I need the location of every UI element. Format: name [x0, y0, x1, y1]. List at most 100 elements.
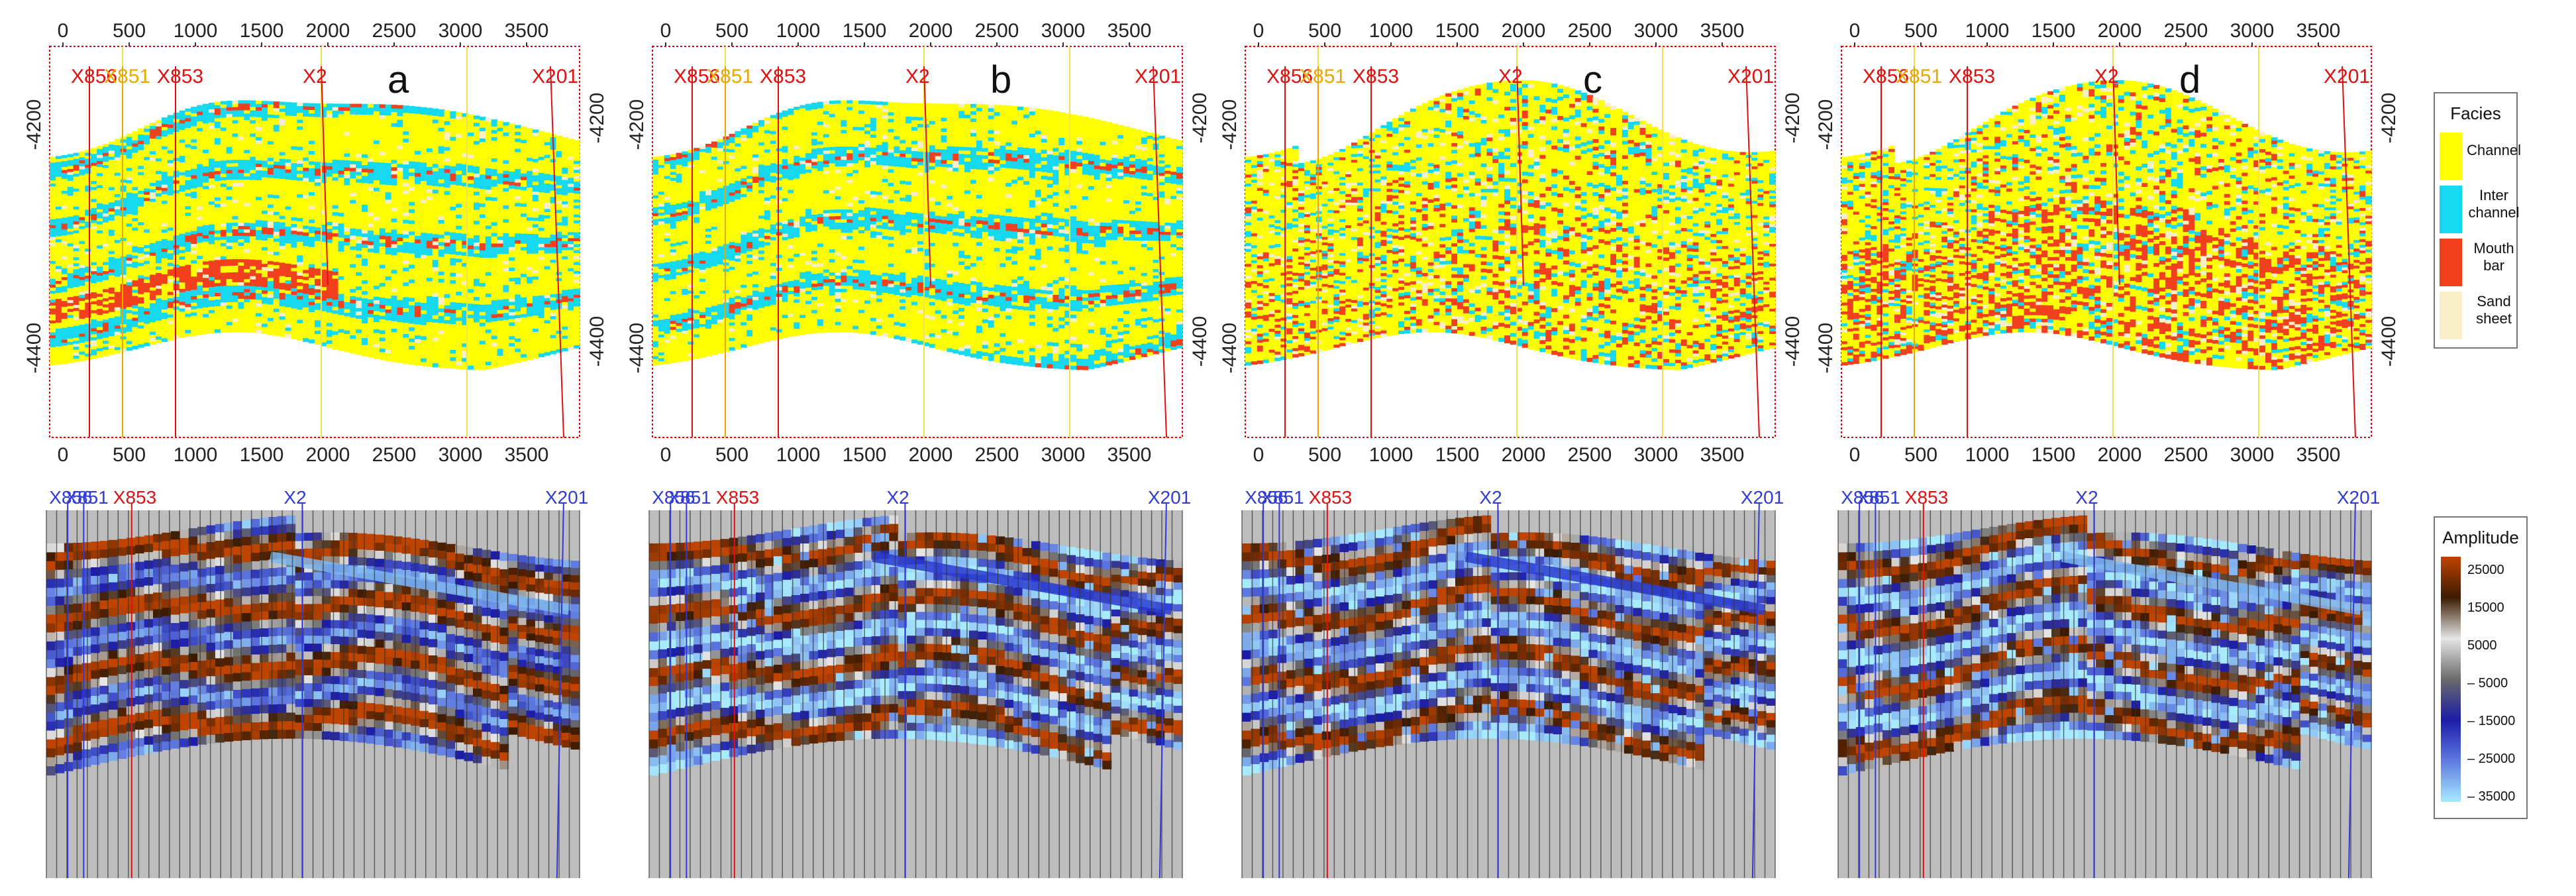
x-tick-bottom: 1000	[776, 444, 821, 466]
facies-cells	[50, 100, 580, 370]
well-label-x851: X851	[1300, 66, 1346, 87]
x-tick-bottom: 3000	[1041, 444, 1086, 466]
legends: FaciesChannelInterchannelMouthbarSandshe…	[2434, 93, 2527, 818]
amplitude-tick: – 5000	[2467, 676, 2508, 691]
y-tick-left: -4200	[1815, 99, 1837, 150]
well-label-x201: X201	[2324, 66, 2370, 87]
x-tick-top: 1000	[1369, 20, 1414, 42]
amplitude-tick: – 35000	[2467, 789, 2515, 804]
x-tick-bottom: 1000	[1965, 444, 2010, 466]
y-tick-right: -4200	[1782, 93, 1804, 144]
seismic-well-label-x201: X201	[1741, 487, 1784, 508]
y-tick-right: -4400	[586, 316, 608, 367]
x-tick-bottom: 3500	[2296, 444, 2341, 466]
x-tick-bottom: 2500	[975, 444, 1019, 466]
y-tick-right: -4200	[1189, 93, 1211, 144]
seismic-well-label-x853: X853	[1905, 487, 1948, 508]
seismic-well-label-x2: X2	[2075, 487, 2098, 508]
legend-swatch-3	[2440, 292, 2462, 339]
legend-label: channel	[2468, 204, 2519, 221]
seismic-well-label-x851: X851	[65, 487, 108, 508]
x-tick-bottom: 3000	[438, 444, 483, 466]
x-tick-top: 1500	[2032, 20, 2076, 42]
x-tick-bottom: 2000	[909, 444, 953, 466]
seismic-well-label-x851: X851	[1261, 487, 1304, 508]
x-tick-bottom: 500	[1308, 444, 1341, 466]
x-tick-top: 1500	[843, 20, 887, 42]
y-tick-left: -4200	[23, 99, 45, 150]
x-tick-top: 2500	[2164, 20, 2208, 42]
x-tick-top: 3000	[2230, 20, 2275, 42]
well-label-x851: X851	[104, 66, 150, 87]
x-tick-top: 2500	[372, 20, 417, 42]
seismic-well-label-x201: X201	[2337, 487, 2380, 508]
seismic-well-label-x851: X851	[668, 487, 711, 508]
well-label-x2: X2	[303, 66, 327, 87]
well-label-x851: X851	[707, 66, 753, 87]
well-label-x2: X2	[2094, 66, 2119, 87]
y-tick-right: -4400	[1782, 316, 1804, 367]
x-tick-top: 1500	[240, 20, 284, 42]
amplitude-tick: – 25000	[2467, 752, 2515, 766]
amplitude-tick: 25000	[2467, 563, 2504, 577]
x-tick-top: 0	[1253, 20, 1264, 42]
y-tick-left: -4200	[626, 99, 648, 150]
well-label-x201: X201	[1727, 66, 1774, 87]
seismic-well-label-x2: X2	[1479, 487, 1502, 508]
y-tick-right: -4400	[2378, 316, 2400, 367]
legend-label: Sand	[2477, 293, 2510, 309]
panel-label: a	[387, 58, 409, 101]
x-tick-top: 1000	[776, 20, 821, 42]
x-tick-bottom: 1000	[1369, 444, 1414, 466]
x-tick-bottom: 3000	[2230, 444, 2275, 466]
legend-label: sheet	[2476, 310, 2512, 327]
x-tick-bottom: 0	[58, 444, 69, 466]
y-tick-left: -4400	[1219, 323, 1241, 374]
x-tick-bottom: 2000	[1502, 444, 1546, 466]
y-tick-left: -4400	[23, 323, 45, 374]
amplitude-tick: 15000	[2467, 600, 2504, 615]
well-label-x201: X201	[1135, 66, 1181, 87]
panel-label: d	[2179, 58, 2200, 101]
seismic-well-label-x201: X201	[1148, 487, 1191, 508]
y-tick-right: -4200	[2378, 93, 2400, 144]
seismic-well-label-x853: X853	[716, 487, 759, 508]
x-tick-top: 0	[660, 20, 672, 42]
facies-legend: FaciesChannelInterchannelMouthbarSandshe…	[2434, 93, 2521, 348]
x-tick-bottom: 2500	[372, 444, 417, 466]
legend-swatch-0	[2440, 133, 2462, 180]
legend-title: Facies	[2450, 103, 2501, 123]
well-label-x853: X853	[1949, 66, 1995, 87]
x-tick-top: 3000	[438, 20, 483, 42]
x-tick-top: 0	[58, 20, 69, 42]
legend-label: bar	[2483, 257, 2504, 274]
x-tick-bottom: 0	[1849, 444, 1861, 466]
seismic-well-label-x851: X851	[1857, 487, 1900, 508]
x-tick-bottom: 1500	[843, 444, 887, 466]
y-tick-left: -4400	[1815, 323, 1837, 374]
x-tick-bottom: 3500	[505, 444, 549, 466]
x-tick-bottom: 2500	[2164, 444, 2208, 466]
amplitude-tick: – 15000	[2467, 714, 2515, 728]
x-tick-top: 500	[1308, 20, 1341, 42]
x-tick-top: 2000	[909, 20, 953, 42]
x-tick-top: 3500	[1108, 20, 1152, 42]
x-tick-bottom: 3500	[1108, 444, 1152, 466]
seismic-well-label-x853: X853	[1309, 487, 1352, 508]
x-tick-top: 500	[113, 20, 146, 42]
x-tick-top: 3500	[2296, 20, 2341, 42]
well-label-x2: X2	[905, 66, 930, 87]
well-label-x853: X853	[157, 66, 203, 87]
x-tick-top: 2000	[2098, 20, 2142, 42]
x-tick-top: 3000	[1634, 20, 1678, 42]
legend-label: Inter	[2479, 187, 2508, 203]
x-tick-top: 3000	[1041, 20, 1086, 42]
